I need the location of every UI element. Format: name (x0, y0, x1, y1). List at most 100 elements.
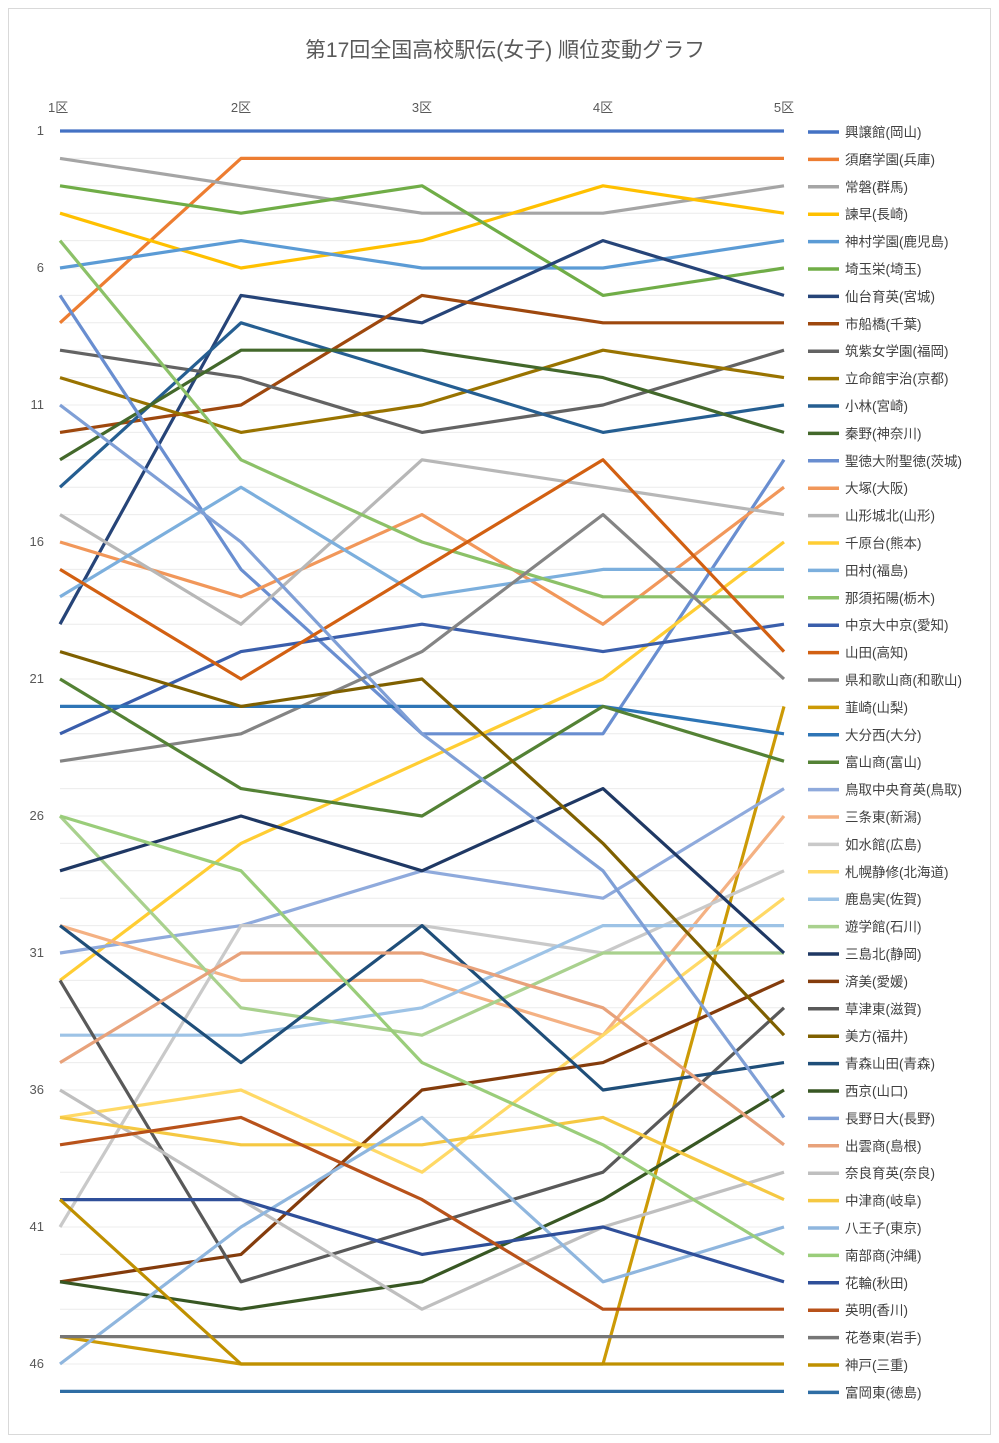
legend-label: 草津東(滋賀) (845, 1002, 922, 1017)
x-tick-label: 2区 (231, 100, 251, 115)
legend-label: 韮崎(山梨) (845, 700, 908, 715)
legend-label: 神戸(三重) (845, 1358, 908, 1373)
legend-label: 富岡東(徳島) (845, 1384, 922, 1400)
series-line (59, 814, 785, 1256)
legend-label: 須磨学園(兵庫) (845, 152, 935, 167)
series-line (59, 951, 785, 1147)
series-line (59, 923, 785, 1092)
series-line (59, 650, 786, 1037)
legend-label: 札幌静修(北海道) (845, 865, 949, 880)
x-tick-label: 4区 (593, 100, 613, 115)
y-tick-label: 31 (30, 945, 44, 960)
legend-label: 市船橋(千葉) (845, 316, 922, 332)
series-line (59, 403, 786, 1119)
series-line (58, 321, 785, 489)
legend-label: 花巻東(岩手) (845, 1331, 922, 1346)
legend-label: 富山商(富山) (845, 754, 922, 770)
legend-label: 神村学園(鹿児島) (845, 234, 949, 250)
chart-title: 第17回全国高校駅伝(女子) 順位変動グラフ (305, 39, 705, 62)
legend-label: 県和歌山商(和歌山) (845, 673, 962, 688)
legend-label: 仙台育英(宮城) (845, 288, 935, 304)
y-tick-label: 1 (37, 123, 44, 138)
legend-label: 中京大中京(愛知) (845, 617, 949, 633)
y-tick-label: 36 (30, 1082, 44, 1097)
legend-label: 諫早(長崎) (845, 207, 908, 222)
series-line (58, 1198, 784, 1366)
legend-label: 奈良育英(奈良) (845, 1165, 935, 1181)
series-line (58, 239, 785, 625)
series-line (59, 348, 785, 434)
series-line (60, 704, 785, 736)
series-line (59, 1088, 785, 1311)
series-line (60, 923, 784, 1037)
series-line (60, 1197, 785, 1284)
series-line (59, 540, 785, 982)
legend-label: 美方(福井) (845, 1029, 908, 1044)
x-axis-tick-labels: 1区 2区 3区 4区 5区 (48, 100, 794, 115)
legend-label: 青森山田(青森) (845, 1057, 935, 1072)
y-tick-label: 11 (31, 397, 45, 412)
legend-label: 出雲商(島根) (845, 1139, 922, 1154)
legend-label: 秦野(神奈川) (845, 426, 922, 441)
legend: 興譲館(岡山) 須磨学園(兵庫) 常磐(群馬) 諫早(長崎) 神村学園(鹿児島) 埼玉栄(… (808, 125, 962, 1400)
legend-label: 長野日大(長野) (845, 1111, 935, 1126)
legend-label: 三島北(静岡) (845, 947, 922, 962)
y-tick-label: 46 (30, 1356, 44, 1371)
series-line (59, 978, 785, 1284)
legend-label: 田村(福島) (845, 563, 908, 578)
series-line (58, 156, 784, 324)
series-line (59, 458, 785, 626)
legend-label: 那須拓陽(栃木) (845, 591, 935, 606)
legend-label: 山形城北(山形) (845, 509, 935, 524)
series-line (59, 1115, 785, 1366)
legend-label: 花輪(秋田) (845, 1275, 908, 1291)
series-line (59, 1088, 785, 1311)
series-line (59, 156, 785, 215)
y-tick-label: 26 (30, 808, 44, 823)
series-line (58, 979, 786, 1284)
legend-label: 埼玉栄(埼玉) (845, 262, 922, 277)
series-line (59, 786, 786, 955)
series-line (59, 622, 785, 736)
series-line (59, 458, 786, 681)
legend-label: 山田(高知) (845, 645, 908, 661)
legend-label: 興譲館(岡山) (845, 125, 922, 140)
series-line (59, 512, 786, 763)
legend-label: 三条東(新潟) (845, 809, 922, 825)
series-line (59, 348, 785, 434)
legend-label: 千原台(熊本) (845, 536, 922, 551)
legend-label: 常磐(群馬) (845, 180, 908, 195)
x-tick-label: 1区 (48, 100, 68, 115)
series-line (59, 896, 785, 1174)
legend-label: 西京(山口) (845, 1084, 908, 1099)
x-tick-label: 5区 (774, 100, 794, 115)
legend-label: 八王子(東京) (845, 1221, 922, 1236)
series-line (59, 677, 785, 818)
y-tick-label: 16 (30, 534, 44, 549)
series-line (59, 184, 785, 297)
legend-label: 小林(宮崎) (845, 399, 908, 414)
series-line (59, 485, 785, 626)
series-line (59, 814, 786, 1037)
y-tick-label: 41 (30, 1219, 44, 1234)
legend-label: 大分西(大分) (845, 728, 922, 743)
series-line (59, 1115, 785, 1202)
y-tick-label: 21 (30, 671, 44, 686)
legend-label: 鹿島実(佐賀) (845, 891, 922, 907)
legend-label: 英明(香川) (845, 1302, 908, 1318)
series-line (59, 1115, 784, 1311)
legend-label: 遊学館(石川) (845, 920, 922, 935)
legend-label: 如水館(広島) (845, 837, 922, 852)
legend-label: 立命館宇治(京都) (845, 371, 949, 387)
legend-label: 大塚(大阪) (845, 481, 908, 496)
series-lines (58, 129, 786, 1394)
series-line (58, 239, 784, 599)
y-tick-label: 6 (37, 260, 44, 275)
legend-label: 聖徳大附聖徳(茨城) (845, 454, 962, 469)
x-tick-label: 3区 (412, 100, 432, 115)
legend-label: 中津商(岐阜) (845, 1193, 922, 1209)
legend-label: 済美(愛媛) (845, 974, 908, 989)
legend-label: 筑紫女学園(福岡) (845, 343, 949, 359)
